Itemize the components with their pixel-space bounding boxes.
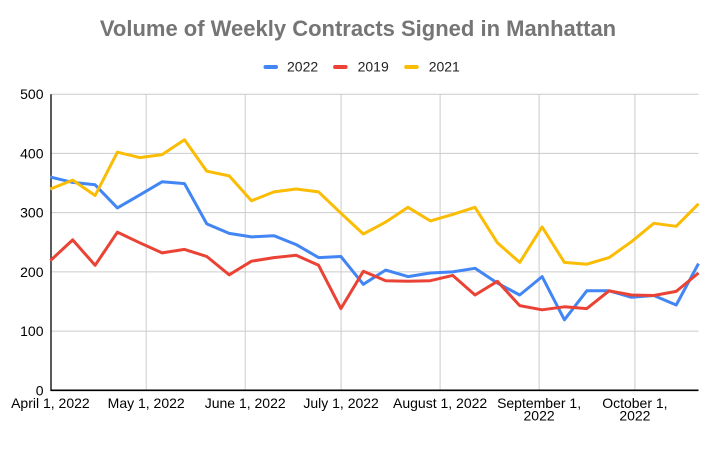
svg-text:September 1,: September 1, — [497, 395, 581, 411]
svg-text:400: 400 — [20, 145, 44, 161]
svg-text:2022: 2022 — [619, 408, 650, 424]
svg-text:500: 500 — [20, 86, 44, 102]
svg-text:2022: 2022 — [524, 408, 555, 424]
svg-text:100: 100 — [20, 323, 44, 339]
svg-text:October 1,: October 1, — [602, 395, 667, 411]
svg-text:2019: 2019 — [358, 59, 389, 75]
svg-text:0: 0 — [36, 382, 44, 398]
svg-text:Volume of Weekly Contracts Sig: Volume of Weekly Contracts Signed in Man… — [100, 16, 616, 41]
svg-text:300: 300 — [20, 205, 44, 221]
svg-text:April 1, 2022: April 1, 2022 — [11, 395, 90, 411]
svg-text:July 1, 2022: July 1, 2022 — [303, 395, 379, 411]
svg-text:2021: 2021 — [429, 59, 460, 75]
svg-text:200: 200 — [20, 264, 44, 280]
svg-text:May 1, 2022: May 1, 2022 — [108, 395, 185, 411]
svg-text:June 1, 2022: June 1, 2022 — [205, 395, 286, 411]
svg-text:August 1, 2022: August 1, 2022 — [393, 395, 487, 411]
svg-text:2022: 2022 — [287, 59, 318, 75]
